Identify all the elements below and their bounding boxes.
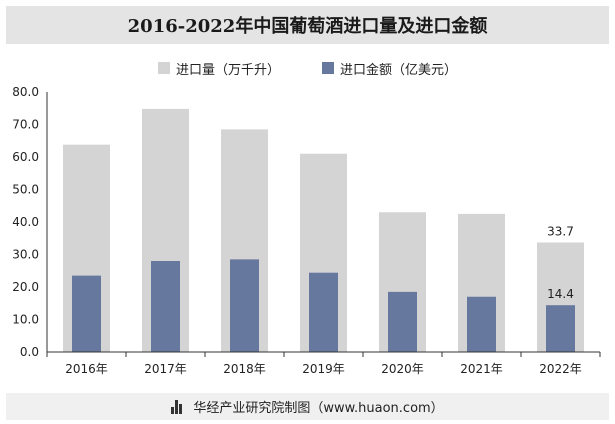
bar-value-4 [388,291,417,352]
x-tick-label: 2022年 [539,362,582,376]
x-tick-label: 2021年 [460,362,503,376]
x-tick-label: 2016年 [65,362,108,376]
chart-title-bar: 2016-2022年中国葡萄酒进口量及进口金额 [6,6,609,44]
y-tick-label: 0.0 [20,345,39,359]
data-label: 33.7 [547,224,574,238]
legend-swatch-volume [157,62,170,74]
y-tick-label: 50.0 [12,183,39,197]
x-tick-label: 2020年 [381,362,424,376]
bar-value-2 [230,259,259,352]
bar-value-3 [309,272,338,352]
legend-item-volume: 进口量（万千升） [157,58,280,78]
bar-value-0 [72,275,101,352]
source-text: 华经产业研究院制图（www.huaon.com） [193,401,444,416]
bar-chart-icon [171,399,183,414]
legend-label-value: 进口金额（亿美元） [340,62,458,78]
y-tick-label: 40.0 [12,215,39,229]
bar-value-6 [546,305,575,352]
data-label: 14.4 [547,287,574,301]
x-tick-label: 2017年 [144,362,187,376]
y-tick-label: 30.0 [12,248,39,262]
bar-value-5 [467,296,496,352]
y-tick-label: 60.0 [12,150,39,164]
y-tick-label: 80.0 [12,85,39,99]
y-tick-label: 10.0 [12,313,39,327]
chart-title: 2016-2022年中国葡萄酒进口量及进口金额 [127,16,488,37]
x-tick-label: 2018年 [223,362,266,376]
x-tick-label: 2019年 [302,362,345,376]
y-tick-label: 20.0 [12,280,39,294]
legend-label-volume: 进口量（万千升） [175,62,280,78]
legend-swatch-value [322,62,334,74]
source-footer: 华经产业研究院制图（www.huaon.com） [6,393,609,420]
legend-item-value: 进口金额（亿美元） [322,58,457,78]
bar-value-1 [151,261,180,352]
y-tick-label: 70.0 [12,118,39,132]
chart-legend: 进口量（万千升） 进口金额（亿美元） [0,58,615,78]
